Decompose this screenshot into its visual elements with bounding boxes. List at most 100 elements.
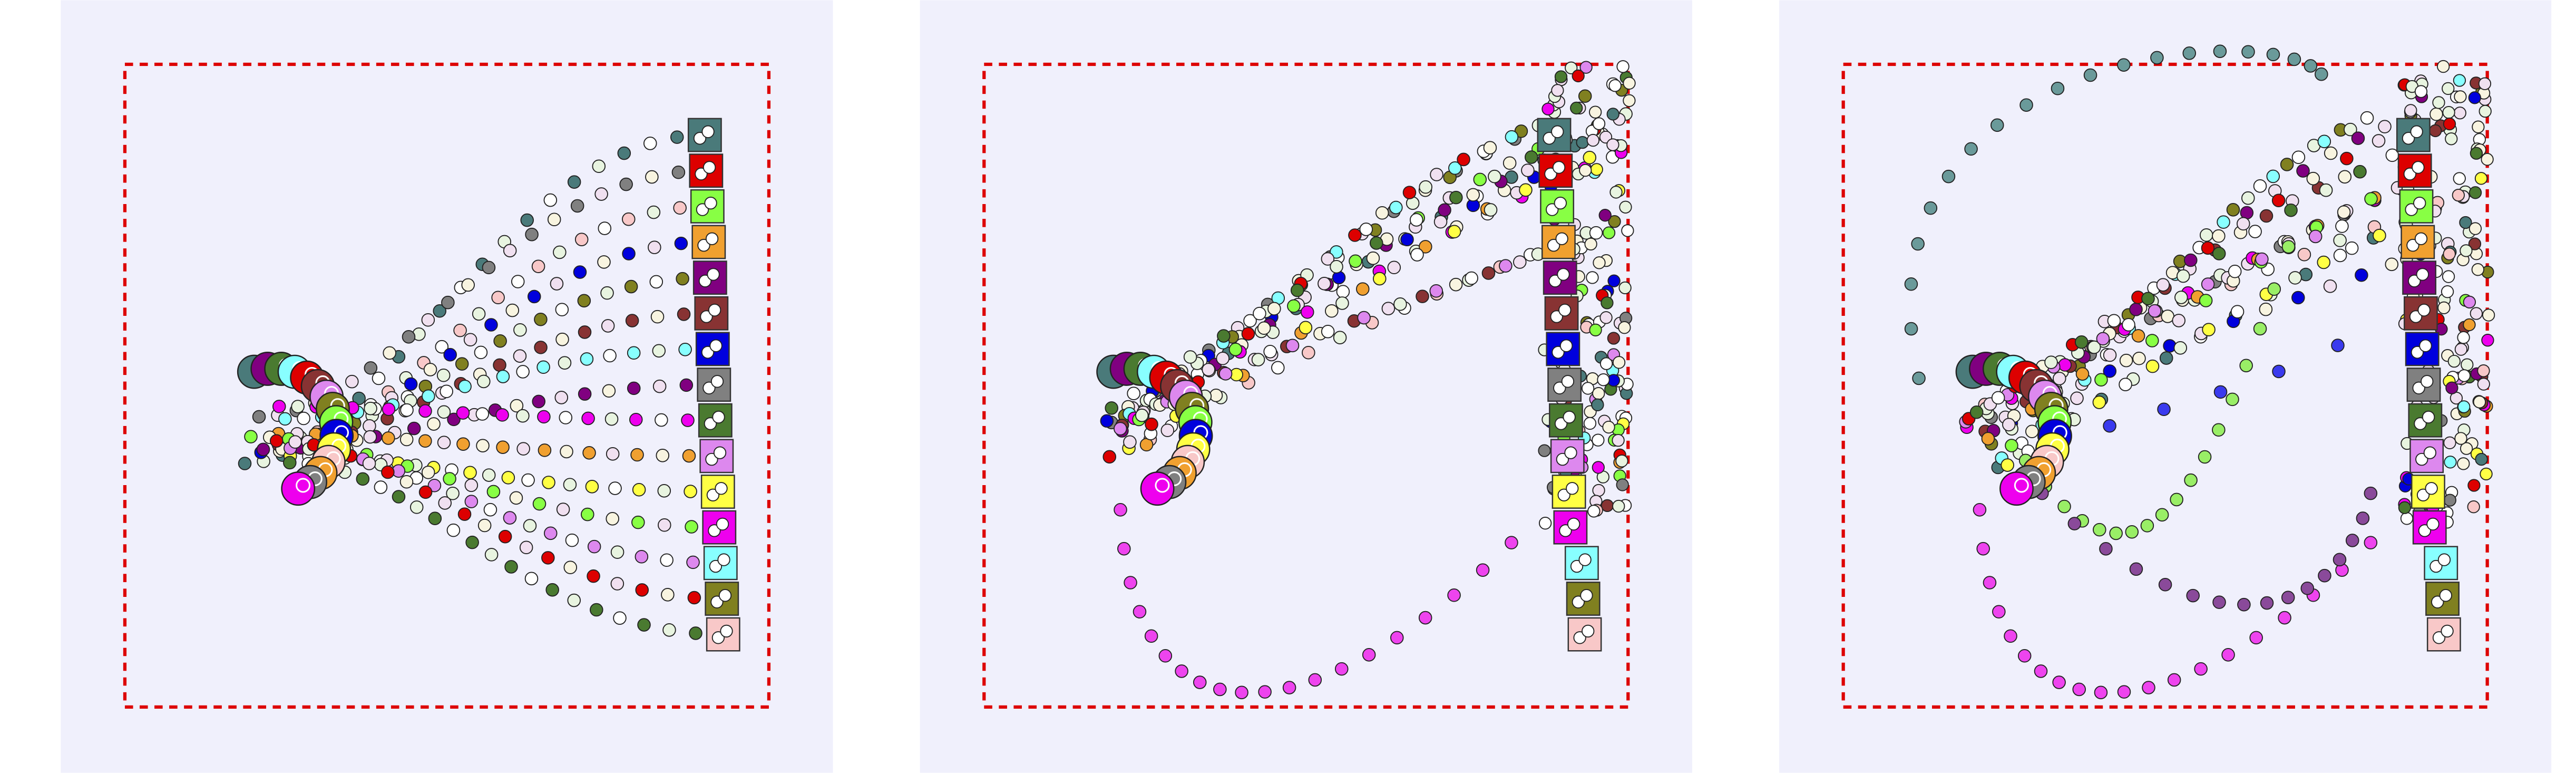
particle [670,130,684,144]
particle [2461,358,2474,371]
particle [461,278,475,292]
particle [2253,322,2267,336]
particle [2331,339,2345,352]
particle [511,275,525,288]
particle [648,240,661,254]
particle [2481,334,2494,347]
particle [2266,47,2280,62]
particle [2255,252,2269,266]
particle [2351,131,2365,145]
particle [2158,577,2172,592]
particle [2184,253,2198,267]
particle [2249,631,2263,645]
particle [1117,542,1131,556]
particle [547,212,561,227]
particle [2072,682,2086,697]
particle [1433,215,1448,229]
particle [1357,311,1371,325]
particle [2212,229,2226,243]
particle [418,404,432,418]
particle [1924,201,1938,215]
particle [643,137,657,150]
particle [2443,247,2456,260]
particle [1602,226,1616,239]
particle [447,412,461,427]
particle [244,430,258,443]
particle [437,405,451,419]
particle [2457,331,2470,344]
particle [2457,400,2471,413]
particle [1597,373,1610,386]
particle [2453,107,2466,120]
particle [1449,190,1463,205]
particle [399,475,414,489]
particle [1606,138,1619,151]
particle [2199,294,2213,307]
particle [2442,105,2455,119]
particle [662,623,676,637]
particle [455,357,469,371]
particle [1981,432,1995,446]
particle [2001,458,2014,472]
particle [1332,270,1346,285]
particle [604,412,619,426]
particle [428,511,442,525]
particle [252,410,266,424]
particle [578,325,592,339]
particle [1587,505,1601,518]
particle [516,409,530,423]
particle [2454,90,2467,103]
particle [1584,237,1597,251]
panel [61,0,833,773]
particle [446,486,460,500]
particle [1330,245,1343,259]
particle [1217,329,1231,343]
particle [2429,124,2442,138]
particle [477,374,491,389]
particle [1601,499,1614,513]
particle [493,358,506,372]
particle [1616,478,1629,491]
particle [577,294,591,308]
particle [1601,296,1614,310]
particle [1145,417,1158,431]
particle [2345,241,2359,255]
particle [2443,494,2456,507]
particle [2186,588,2200,603]
particle [1513,255,1527,269]
particle [2005,439,2018,452]
particle [524,572,539,586]
particle [1113,422,1127,436]
particle [1623,94,1636,107]
particle [581,411,595,426]
particle [1499,259,1513,273]
particle [2463,318,2476,332]
particle [613,611,627,625]
particle [707,268,720,281]
particle [1209,389,1223,402]
particle [1586,271,1599,284]
particle [2201,241,2215,255]
particle [1612,433,1625,447]
particle [541,551,555,565]
particle [1551,84,1564,97]
particle [1592,461,1605,474]
particle [2267,282,2281,296]
particle [1912,371,1926,385]
particle [2291,150,2306,165]
particle [1592,433,1605,447]
particle [1609,186,1623,199]
particle [532,394,545,409]
particle [2454,343,2468,356]
particle [661,588,675,602]
particle [269,434,284,448]
particle [2058,358,2072,372]
particle [1400,233,1414,247]
particle [2237,597,2251,612]
particle [1564,446,1577,459]
particle [678,343,692,356]
particle [1410,248,1424,262]
particle [652,344,666,358]
particle [2447,354,2461,368]
particle [2429,107,2443,121]
